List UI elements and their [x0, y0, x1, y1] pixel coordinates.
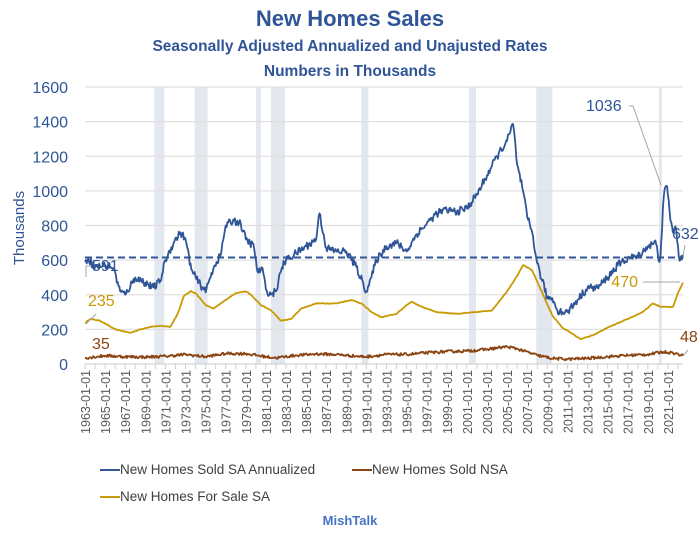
x-tick-label: 2005-01-01 [501, 370, 515, 434]
x-tick-label: 1999-01-01 [441, 370, 455, 434]
y-axis-ticks: 0 200 400 600 800 1000 1200 1400 1600 [32, 80, 68, 374]
series-line-new-homes-sold-sa-annualized [84, 123, 684, 316]
x-tick-label: 2015-01-01 [602, 370, 616, 434]
annotation-leader-line [682, 244, 686, 257]
legend-label: New Homes For Sale SA [120, 489, 271, 504]
x-tick-label: 1997-01-01 [421, 370, 435, 434]
annotation-leader-line [85, 265, 90, 277]
y-tick-label: 800 [41, 219, 68, 236]
x-tick-label: 1989-01-01 [340, 370, 354, 434]
legend-swatch [352, 468, 372, 471]
y-tick-label: 200 [41, 322, 68, 339]
x-tick-label: 2011-01-01 [561, 370, 575, 433]
x-tick-label: 1985-01-01 [300, 370, 314, 434]
annotation-label: 1036 [586, 98, 622, 115]
legend-label: New Homes Sold NSA [372, 462, 508, 477]
x-tick-label: 1969-01-01 [139, 370, 153, 434]
chart-title: New Homes Sales [255, 6, 445, 31]
chart-subtitle-units: Numbers in Thousands [263, 63, 437, 80]
legend-swatch [100, 495, 120, 498]
x-tick-label: 2001-01-01 [461, 370, 475, 434]
x-tick-label: 2017-01-01 [622, 370, 636, 434]
x-tick-label: 1967-01-01 [119, 370, 133, 434]
y-tick-label: 1600 [32, 80, 68, 97]
annotation-label: 35 [92, 336, 110, 353]
annotation-label: 48 [680, 329, 698, 346]
gridlines [85, 86, 683, 365]
x-tick-label: 2013-01-01 [582, 370, 596, 434]
annotation-label: 591 [92, 258, 119, 275]
x-tick-label: 2007-01-01 [521, 370, 535, 434]
annotation-label: 470 [611, 274, 638, 291]
y-tick-label: 1000 [32, 184, 68, 201]
x-tick-label: 2003-01-01 [481, 370, 495, 434]
x-tick-label: 1987-01-01 [320, 370, 334, 434]
data-annotations: 591 1036 632 35 48 235 470 [85, 98, 699, 357]
annotation-leader-line [85, 313, 97, 325]
chart-subtitle: Seasonally Adjusted Annualized and Unaju… [152, 38, 548, 55]
x-tick-label: 1973-01-01 [180, 370, 194, 434]
x-tick-label: 1995-01-01 [401, 370, 415, 434]
legend-item-sold-sa: New Homes Sold SA Annualized [100, 462, 315, 477]
x-tick-label: 1981-01-01 [260, 370, 274, 434]
series-lines [84, 123, 684, 362]
series-line-new-homes-for-sale-sa [84, 264, 684, 341]
annotation-leader-line [682, 349, 689, 357]
annotation-label: 632 [672, 226, 699, 243]
y-tick-label: 400 [41, 288, 68, 305]
x-tick-label: 1983-01-01 [280, 370, 294, 434]
x-tick-label: 2019-01-01 [642, 370, 656, 434]
y-tick-label: 1400 [32, 115, 68, 132]
y-tick-label: 1200 [32, 149, 68, 166]
y-tick-label: 600 [41, 253, 68, 270]
x-tick-label: 2009-01-01 [541, 370, 555, 434]
source-credit: MishTalk [322, 513, 378, 528]
x-tick-label: 1991-01-01 [360, 370, 374, 434]
y-tick-label: 0 [59, 357, 68, 374]
annotation-label: 235 [88, 293, 115, 310]
x-axis: 1963-01-01 1965-01-01 1967-01-01 1969-01-01… [79, 363, 683, 434]
x-tick-label: 2021-01-01 [662, 370, 676, 434]
legend-label: New Homes Sold SA Annualized [120, 462, 316, 477]
legend-swatch [100, 468, 120, 471]
y-axis-label: Thousands [11, 191, 28, 265]
x-tick-label: 1975-01-01 [200, 370, 214, 434]
x-tick-label: 1965-01-01 [99, 370, 113, 434]
legend-item-for-sale: New Homes For Sale SA [100, 489, 270, 504]
series-line-new-homes-sold-nsa [84, 344, 684, 362]
legend-item-sold-nsa: New Homes Sold NSA [352, 462, 508, 477]
x-tick-label: 1979-01-01 [240, 370, 254, 434]
x-tick-label: 1971-01-01 [159, 370, 173, 434]
x-tick-label: 1963-01-01 [79, 370, 93, 434]
annotation-leader-line [629, 105, 662, 186]
x-tick-label: 1977-01-01 [220, 370, 234, 434]
x-tick-label: 1993-01-01 [381, 370, 395, 434]
